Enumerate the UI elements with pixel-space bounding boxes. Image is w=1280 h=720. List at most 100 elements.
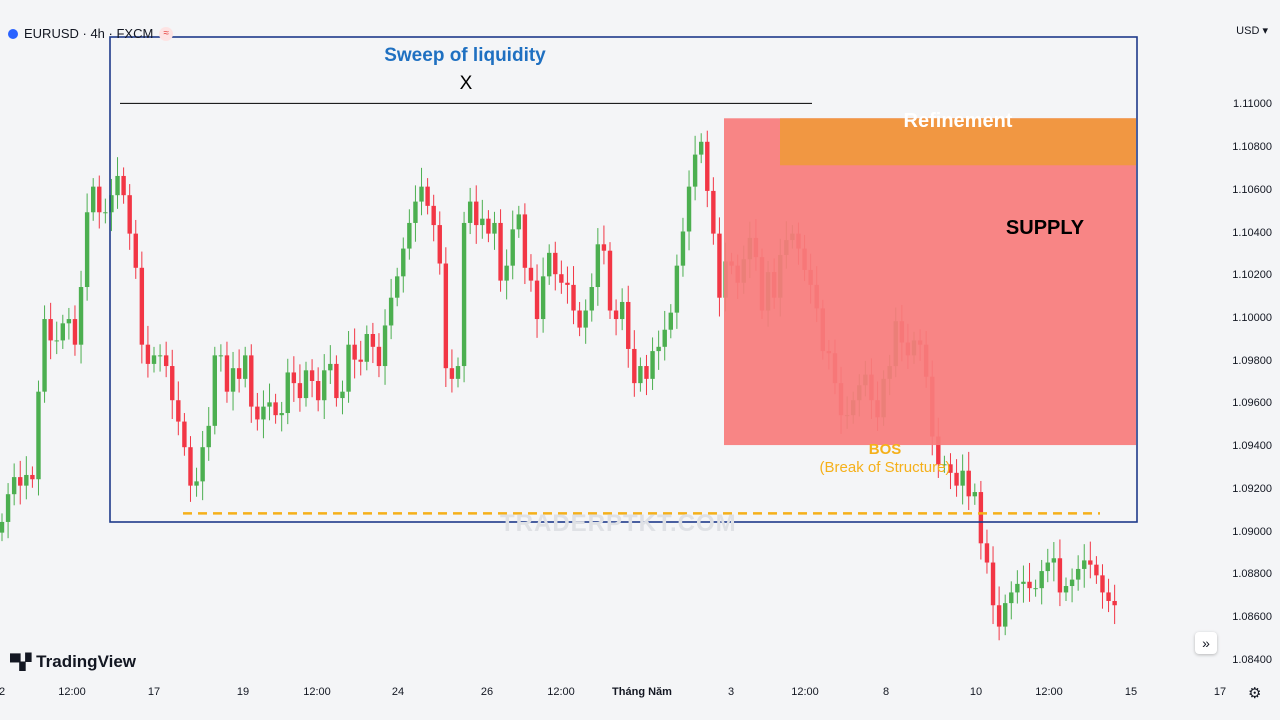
candle-body: [54, 340, 59, 342]
candle-body: [267, 402, 272, 407]
candle-body: [157, 355, 163, 357]
candle-body: [680, 231, 686, 266]
candle-body: [212, 355, 217, 426]
candle-body: [960, 470, 965, 486]
candle-body: [1075, 568, 1081, 580]
candle-body: [1063, 586, 1069, 593]
candle-body: [91, 186, 96, 213]
candle-body: [1003, 603, 1008, 627]
candle-body: [632, 348, 637, 384]
candle-body: [224, 355, 230, 392]
candle-body: [182, 421, 187, 448]
candle-body: [674, 265, 680, 313]
candle-body: [534, 280, 540, 320]
candle-body: [1094, 564, 1099, 576]
gear-icon[interactable]: ⚙: [1248, 685, 1262, 702]
supply-label: SUPPLY: [1006, 217, 1085, 239]
refinement-zone[interactable]: [780, 118, 1136, 166]
refinement-label: Refinement: [904, 110, 1013, 132]
candle-body: [595, 244, 601, 288]
time-tick-label: 12:00: [1035, 686, 1063, 698]
price-tick-label: 1.10000: [1232, 312, 1272, 325]
candle-body: [492, 222, 497, 234]
candle-body: [626, 301, 631, 349]
candle-body: [340, 391, 345, 399]
candle-body: [309, 370, 315, 381]
time-tick-label: 17: [147, 686, 161, 698]
currency-selector[interactable]: USD ▾: [1236, 24, 1268, 37]
candle-body: [589, 287, 594, 311]
candle-body: [30, 474, 35, 480]
candle-body: [352, 344, 357, 360]
candle-body: [711, 190, 716, 234]
candle-body: [97, 186, 102, 213]
candle-body: [170, 366, 175, 401]
candle-body: [285, 372, 290, 414]
candle-body: [315, 380, 321, 401]
symbol-logo-icon: [8, 28, 18, 39]
symbol-title: EURUSD · 4h · FXCM: [24, 26, 154, 41]
candle-body: [133, 233, 138, 268]
candle-body: [297, 383, 303, 399]
candle-body: [437, 225, 442, 264]
candle-body: [42, 319, 47, 392]
candle-body: [115, 175, 120, 196]
candle-body: [188, 447, 193, 486]
candle-body: [249, 355, 254, 407]
candle-body: [1069, 579, 1075, 587]
price-tick-label: 1.10800: [1232, 141, 1272, 154]
candle-body: [638, 366, 643, 384]
candle-body: [109, 195, 114, 213]
supply-zone[interactable]: [724, 118, 1136, 446]
candle-body: [528, 267, 534, 281]
candle-body: [431, 205, 436, 226]
candle-body: [121, 175, 126, 196]
candle-body: [498, 222, 503, 281]
time-tick-label: 3: [727, 686, 735, 698]
candle-body: [103, 212, 108, 214]
candle-body: [577, 310, 582, 328]
price-tick-label: 1.08800: [1232, 568, 1272, 581]
price-tick-label: 1.09400: [1232, 440, 1272, 453]
candle-body: [540, 276, 546, 320]
candle-body: [613, 310, 619, 320]
candle-body: [145, 344, 151, 364]
candle-body: [978, 492, 984, 544]
candle-body: [48, 319, 53, 341]
price-tick-label: 1.10600: [1232, 183, 1272, 196]
candle-body: [583, 310, 588, 328]
price-tick-label: 1.10200: [1232, 269, 1272, 282]
candle-body: [151, 355, 157, 364]
candle-body: [401, 248, 406, 277]
symbol-header[interactable]: EURUSD · 4h · FXCM ≈: [8, 26, 174, 41]
candle-body: [644, 366, 649, 379]
time-tick-label: 15: [1124, 686, 1138, 698]
candle-body: [1021, 581, 1026, 584]
scroll-to-realtime-button[interactable]: »: [1195, 632, 1217, 654]
candle-body: [699, 141, 704, 155]
candle-body: [334, 363, 339, 399]
candle-body: [1100, 575, 1105, 593]
candle-body: [443, 263, 449, 369]
time-tick-label: 2: [0, 686, 6, 698]
tradingview-logo-icon: ▀▞: [10, 654, 31, 671]
time-tick-label: 12:00: [303, 686, 331, 698]
candle-body: [139, 267, 145, 345]
tradingview-brand[interactable]: ▀▞ TradingView: [10, 652, 136, 672]
bos-label: BOS: [869, 441, 902, 458]
candle-body: [668, 312, 673, 330]
candle-body: [84, 212, 90, 288]
time-tick-label: 26: [480, 686, 494, 698]
candle-body: [1112, 600, 1117, 606]
candle-body: [72, 319, 78, 345]
candle-body: [279, 413, 284, 416]
price-tick-label: 1.11000: [1233, 98, 1272, 111]
candle-body: [1057, 558, 1063, 593]
candle-body: [547, 252, 552, 277]
candle-body: [984, 543, 990, 563]
candle-body: [1082, 560, 1087, 569]
sweep-of-liquidity-box[interactable]: [109, 36, 1138, 523]
time-tick-label: Tháng Năm: [612, 686, 672, 698]
candle-body: [230, 368, 236, 392]
